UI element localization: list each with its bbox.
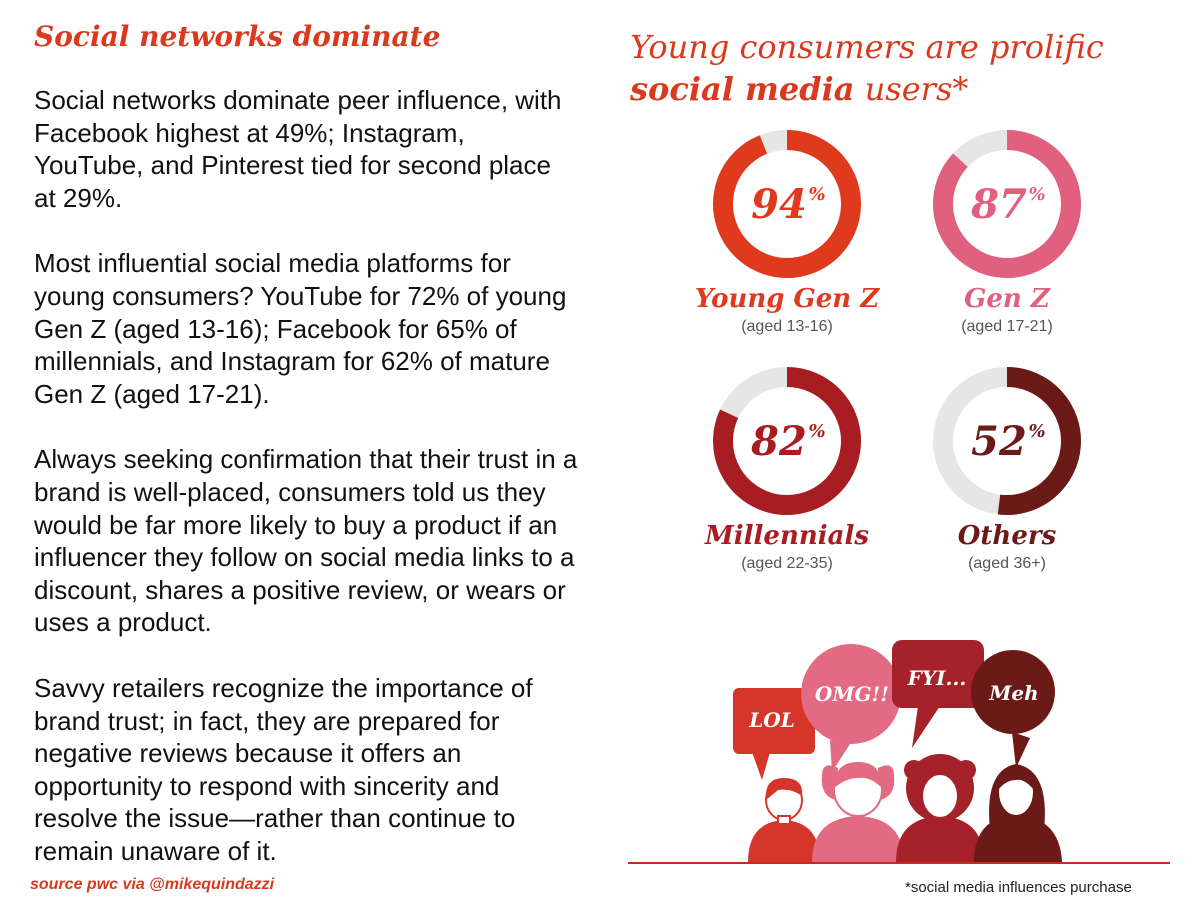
bubble-lol: LOL: [733, 688, 815, 780]
donut-others: 52%: [933, 367, 1081, 515]
body-text: Social networks dominate peer influence,…: [34, 84, 579, 900]
donut-arc-young-gen-z: [713, 130, 861, 278]
bubble-fyi: FYI...: [892, 640, 984, 748]
person-1: [748, 778, 820, 862]
group-age-gen-z: (aged 17-21): [961, 318, 1053, 335]
bottom-rule: [628, 862, 1170, 864]
bubble-omg: OMG!!: [801, 644, 901, 772]
chart-title-line2: social media users*: [630, 68, 1104, 110]
group-name-gen-z: Gen Z: [964, 284, 1050, 314]
bubble-meh-text: Meh: [988, 681, 1038, 705]
donut-arc-millennials: [713, 367, 861, 515]
donut-value-young-gen-z: 94: [751, 181, 807, 228]
paragraph-1: Social networks dominate peer influence,…: [34, 85, 562, 213]
bubble-meh: Meh: [971, 650, 1055, 768]
paragraph-2: Most influential social media platforms …: [34, 248, 567, 409]
footnote: *social media influences purchase: [905, 879, 1132, 896]
paragraph-3: Always seeking confirmation that their t…: [34, 444, 578, 638]
donut-value-gen-z: 87: [970, 181, 1027, 228]
group-name-millennials: Millennials: [705, 521, 869, 551]
bubble-fyi-text: FYI...: [907, 666, 967, 690]
left-heading: Social networks dominate: [34, 20, 441, 53]
group-age-young-gen-z: (aged 13-16): [741, 318, 833, 335]
donut-value-others: 52: [971, 418, 1027, 465]
donut-arc-gen-z: [933, 130, 1081, 278]
donut-millennials: 82%: [713, 367, 861, 515]
donut-value-millennials: 82: [750, 418, 807, 465]
paragraph-4: Savvy retailers recognize the importance…: [34, 672, 533, 866]
chart-title-line1: Young consumers are prolific: [630, 28, 1104, 66]
group-age-others: (aged 36+): [968, 555, 1046, 572]
person-2: [812, 762, 904, 862]
donut-young-gen-z: 94%: [713, 130, 861, 278]
bubble-omg-text: OMG!!: [815, 682, 889, 706]
donut-percent-sign-millennials: %: [808, 421, 825, 442]
source-credit: source pwc via @mikequindazzi: [30, 876, 275, 893]
donut-percent-sign-young-gen-z: %: [808, 184, 825, 205]
group-name-young-gen-z: Young Gen Z: [694, 284, 880, 314]
bubble-lol-text: LOL: [748, 708, 795, 732]
donut-percent-sign-gen-z: %: [1028, 184, 1045, 205]
group-name-others: Others: [957, 521, 1057, 551]
donut-gen-z: 87%: [933, 130, 1081, 278]
donut-percent-sign-others: %: [1028, 421, 1045, 442]
chart-title-rest: users*: [854, 70, 969, 108]
person-3: [896, 754, 984, 862]
chart-title: Young consumers are prolific social medi…: [630, 26, 1104, 110]
chart-title-bold: social media: [630, 70, 855, 108]
person-4: [974, 764, 1062, 862]
donut-arc-others: [997, 367, 1081, 515]
group-age-millennials: (aged 22-35): [741, 555, 833, 572]
